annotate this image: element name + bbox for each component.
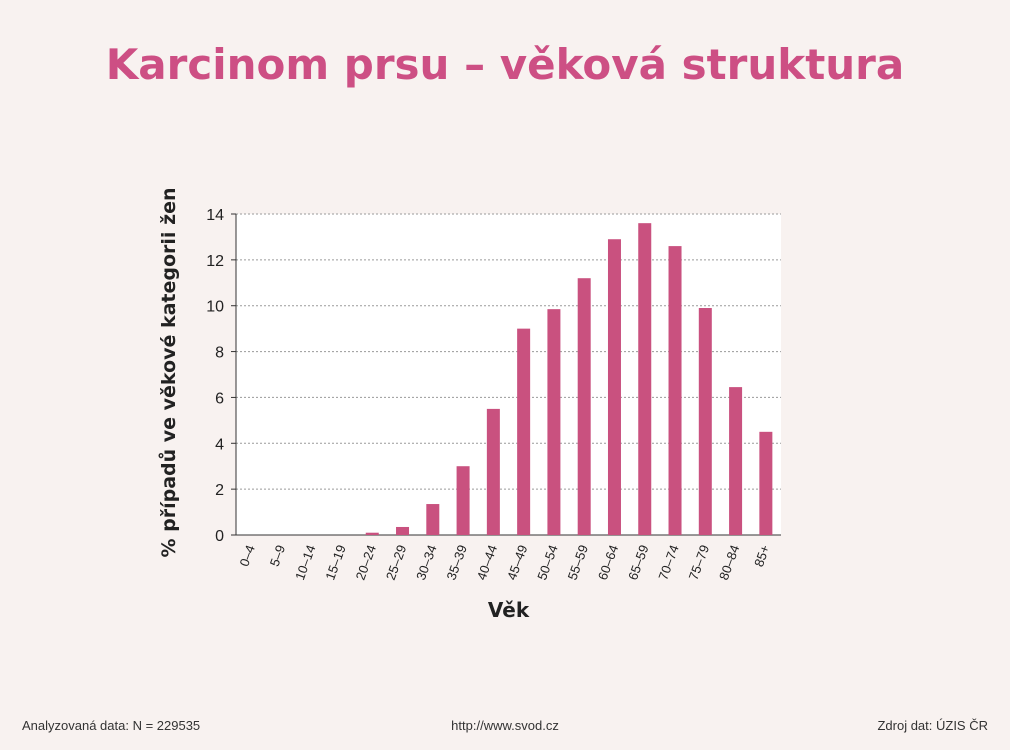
x-tick-label: 80–84: [716, 543, 742, 582]
footer-source: Zdroj dat: ÚZIS ČR: [877, 718, 988, 733]
bar: [698, 308, 712, 535]
page-title: Karcinom prsu – věková struktura: [105, 40, 905, 89]
bar: [426, 504, 440, 535]
x-tick-label: 10–14: [292, 543, 318, 582]
x-tick-label: 45–49: [504, 543, 530, 582]
x-tick-label: 55–59: [565, 543, 591, 582]
x-tick-label: 40–44: [474, 543, 500, 582]
bar: [638, 223, 652, 535]
x-tick-label: 5–9: [267, 543, 289, 569]
x-tick-label: 35–39: [443, 543, 469, 582]
x-tick-label: 25–29: [383, 543, 409, 582]
bar: [759, 431, 773, 535]
x-tick-label: 75–79: [686, 543, 712, 582]
footer-sample-size: Analyzovaná data: N = 229535: [22, 718, 201, 733]
bar: [577, 278, 591, 535]
bar: [607, 239, 621, 535]
y-tick-label: 12: [206, 253, 224, 270]
y-axis-label: % případů ve věkové kategorii žen: [157, 187, 180, 557]
x-tick-label: 15–19: [322, 543, 348, 582]
x-axis-label: Věk: [488, 598, 530, 622]
y-tick-label: 14: [206, 207, 224, 224]
x-tick-label: 20–24: [353, 543, 379, 582]
y-tick-label: 2: [215, 482, 224, 499]
y-tick-label: 4: [215, 436, 224, 453]
x-tick-label: 30–34: [413, 543, 439, 582]
bar: [456, 466, 470, 535]
x-tick-label: 70–74: [655, 543, 681, 582]
x-tick-label: 85+: [751, 543, 773, 569]
bar: [668, 246, 682, 535]
x-tick-label: 50–54: [534, 543, 560, 582]
x-tick-label: 60–64: [595, 543, 621, 582]
bar: [729, 387, 743, 535]
y-tick-label: 6: [215, 390, 224, 407]
plot-area: [236, 214, 781, 535]
y-tick-label: 10: [206, 299, 224, 316]
bar: [396, 526, 410, 535]
bar: [486, 408, 500, 535]
bar: [517, 328, 531, 535]
bar: [365, 532, 379, 535]
y-tick-label: 8: [215, 345, 224, 362]
footer-url: http://www.svod.cz: [451, 718, 559, 733]
x-tick-label: 0–4: [236, 543, 258, 569]
x-tick-label: 65–59: [625, 543, 651, 582]
bar: [547, 309, 561, 535]
y-tick-label: 0: [215, 528, 224, 545]
